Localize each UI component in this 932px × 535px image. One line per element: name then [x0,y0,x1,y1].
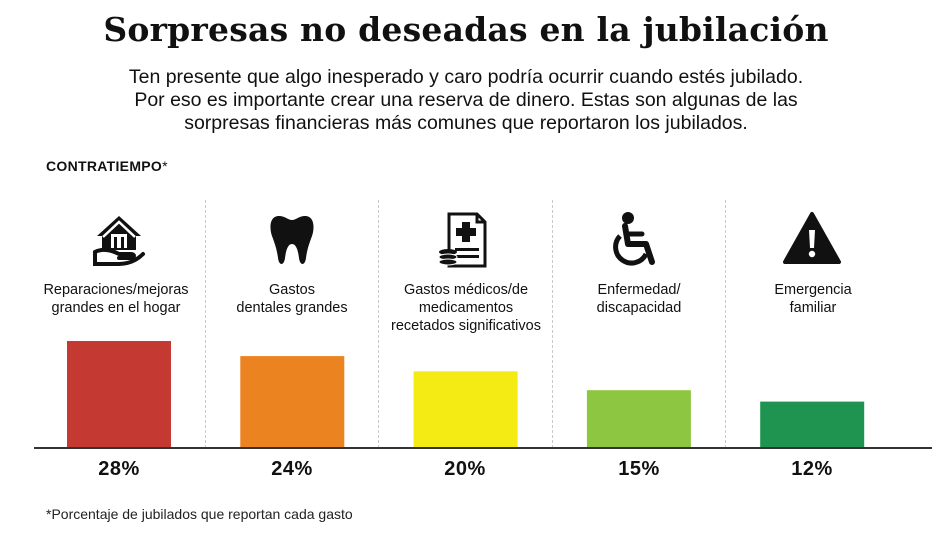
category-label: Gastos médicos/de medicamentos recetados… [380,281,552,335]
value-label: 20% [444,458,486,480]
section-label-asterisk: * [162,158,168,174]
column-divider [552,200,553,448]
category-label-line: recetados significativos [391,318,541,334]
category-label-line: Enfermedad/ [597,282,681,298]
category-label-line: Emergencia [774,282,852,298]
bar [67,341,171,447]
bar [413,371,518,447]
subtitle-line: Ten presente que algo inesperado y caro … [128,66,804,88]
category-label: Reparaciones/mejoras grandes en el hogar [30,281,202,317]
medical-bill-icon [435,210,495,270]
value-label: 24% [271,458,313,480]
category-label: Emergencia familiar [727,281,899,317]
subtitle-line: Por eso es importante crear una reserva … [134,89,798,111]
section-label-text: CONTRATIEMPO [46,158,163,174]
column-divider [378,200,379,448]
section-label: CONTRATIEMPO* [46,158,168,174]
category-label-line: grandes en el hogar [51,300,181,316]
home-repair-icon [89,210,149,270]
warning-icon [782,210,842,270]
tooth-icon [262,210,322,270]
category-label-line: Gastos [269,282,315,298]
bar [240,356,345,447]
category-label: Gastos dentales grandes [206,281,378,317]
bar [586,390,691,447]
category-label-line: Reparaciones/mejoras [43,282,189,298]
value-label: 28% [98,458,140,480]
subtitle-line: sorpresas financieras más comunes que re… [184,112,748,134]
column-divider [725,200,726,448]
category-label-line: discapacidad [596,300,682,316]
column-divider [205,200,206,448]
category-label-line: Gastos médicos/de [403,282,529,298]
wheelchair-icon [608,210,668,270]
chart-subtitle: Ten presente que algo inesperado y caro … [90,66,842,135]
x-axis-baseline [34,447,932,449]
category-label: Enfermedad/ discapacidad [553,281,725,317]
category-label-line: familiar [789,300,837,316]
category-label-line: dentales grandes [236,300,348,316]
footnote: *Porcentaje de jubilados que reportan ca… [46,506,353,522]
value-label: 12% [791,458,833,480]
bar [760,401,865,447]
category-label-line: medicamentos [418,300,514,316]
value-label: 15% [618,458,660,480]
chart-title: Sorpresas no deseadas en la jubilación [103,10,829,49]
